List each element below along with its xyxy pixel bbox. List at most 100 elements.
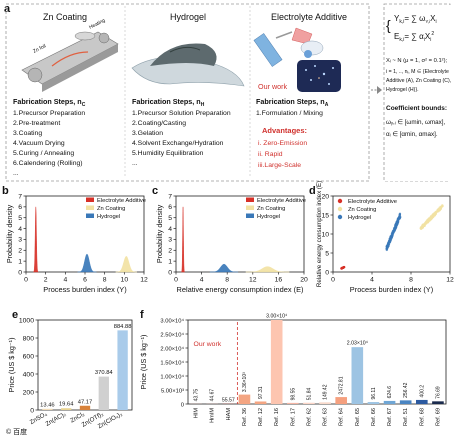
- y-tick-label: 6: [168, 204, 172, 211]
- scatter-point: [424, 221, 427, 225]
- scatter-point: [393, 227, 397, 230]
- y-axis-label: Price (US $ kg⁻¹): [7, 338, 16, 393]
- y-tick-label: 4: [18, 226, 22, 233]
- y-tick-label: 3: [18, 237, 22, 244]
- bar: [319, 402, 331, 404]
- bar-value-label: 19.64: [59, 402, 74, 408]
- hydrogel-steps-list: 1.Precursor Solution Preparation 2.Coati…: [132, 110, 231, 167]
- hydrogel-step: ...: [132, 160, 138, 167]
- category-label: Ref. 67: [387, 408, 393, 426]
- advantage-item: ii. Rapid: [258, 151, 283, 158]
- panel-label: c: [152, 185, 158, 197]
- hydrogel-title: Hydrogel: [170, 12, 206, 22]
- additive-steps-title: Fabrication Steps, nA: [256, 97, 329, 108]
- y-tick-label: 2: [168, 248, 172, 255]
- zn-step: 6.Calendering (Rolling): [13, 160, 83, 167]
- scatter-point: [398, 214, 401, 217]
- legend-label: Electrolyte Additive: [97, 198, 146, 204]
- category-label: Zn(AC)₂: [44, 410, 67, 428]
- scatter-point: [433, 213, 436, 216]
- bar: [61, 408, 72, 410]
- advantages-title: Advantages:: [262, 126, 307, 135]
- density-area: [209, 263, 239, 273]
- bar-value-label: 624.6: [387, 386, 393, 399]
- scatter-point: [342, 266, 345, 269]
- scatter-point: [439, 206, 442, 209]
- density-area: [245, 266, 290, 273]
- chart-d: 0 4 8 12 0 5 10 15 20 Process burden index (Y) Rel…: [309, 181, 454, 294]
- bar: [335, 397, 347, 404]
- y-tick-label: 0: [181, 402, 184, 408]
- legend-label: Zn Coating: [348, 207, 376, 213]
- panel-label: d: [309, 185, 316, 197]
- bar-value-label: 2472.81: [339, 376, 345, 394]
- y-axis-label: Price (US $ kg⁻¹): [139, 335, 148, 390]
- x-tick-label: 12: [446, 277, 454, 284]
- formula-range-3: Hydrogel (H)}.: [386, 87, 419, 93]
- additive-step: 1.Formulation / Mixing: [256, 110, 323, 117]
- bar: [351, 347, 364, 404]
- y-tick-label: 6: [18, 204, 22, 211]
- zn-step: 2.Pre-treatment: [13, 120, 60, 127]
- category-label: Ref. 66: [371, 408, 377, 426]
- y-tick-label: 5: [18, 215, 22, 222]
- x-tick-label: 4: [370, 277, 374, 284]
- zn-step: 5.Curing / Annealing: [13, 150, 74, 157]
- bar: [254, 401, 267, 404]
- zn-step: 3.Coating: [13, 130, 42, 137]
- y-axis-label: Probability density: [5, 204, 14, 263]
- y-tick-label: 7: [168, 193, 172, 200]
- y-tick-label: 0: [18, 269, 22, 276]
- y-tick-label: 2.00×10⁴: [160, 345, 184, 352]
- bar: [303, 402, 315, 404]
- formula-line-2: Ek,i= ∑ αiXi2: [394, 31, 434, 43]
- density-area: [115, 256, 138, 273]
- category-label: Ref. 65: [355, 408, 361, 426]
- y-tick-label: 1.00×10⁴: [160, 373, 184, 380]
- y-tick-label: 1000: [19, 317, 34, 324]
- bar-value-label: 13.46: [40, 402, 55, 408]
- y-tick-label: 0: [168, 269, 172, 276]
- legend-label: Electrolyte Additive: [348, 199, 397, 205]
- panel-a-label: a: [4, 3, 11, 15]
- zn-step: ...: [13, 170, 19, 177]
- y-tick-label: 2.50×10⁴: [160, 331, 184, 338]
- x-tick-label: 4: [63, 277, 67, 284]
- bar: [432, 401, 444, 404]
- formula-line-1: Yk,i= ∑ ωY,iXi: [394, 14, 437, 25]
- chart-e: 0 200 400 600 800 1000 Price (US $ kg⁻¹) e 13.46…: [7, 309, 133, 430]
- arrow-to-formula: [371, 86, 382, 94]
- legend-swatch: [246, 205, 254, 210]
- x-tick-label: 0: [174, 277, 178, 284]
- hydrogel-step: 2.Coating/Casting: [132, 120, 186, 127]
- legend-swatch: [86, 205, 94, 210]
- x-tick-label: 6: [83, 277, 87, 284]
- y-tick-label: 5.00×10³: [161, 388, 184, 394]
- zn-foil-label: Zn foil: [32, 43, 47, 55]
- scatter-point: [385, 247, 389, 250]
- bar: [42, 408, 53, 410]
- additive-title: Electrolyte Additive: [271, 12, 347, 22]
- formula-box: [383, 3, 453, 182]
- x-tick-label: 0: [24, 277, 28, 284]
- bar-value-label: 43.75: [194, 389, 200, 402]
- hydrogel-steps-title: Fabrication Steps, nH: [132, 97, 205, 108]
- panel-a-box: [5, 3, 370, 182]
- bar-value-label: 76.69: [435, 386, 441, 399]
- bar-value-label: 97.31: [258, 386, 264, 399]
- hydrogel-step: 5.Humidity Equilibration: [132, 150, 204, 157]
- hydrogel-step: 1.Precursor Solution Preparation: [132, 110, 231, 117]
- legend-marker: [337, 214, 343, 220]
- y-tick-label: 4: [168, 226, 172, 233]
- formula-distribution: Xᵢ ~ N (μ = 1, σ² = 0.1²);: [386, 58, 448, 64]
- legend-label: Zn Coating: [97, 206, 125, 212]
- category-label: Ref. 69: [435, 408, 441, 426]
- scatter-point: [386, 244, 390, 248]
- x-tick-label: 8: [225, 277, 229, 284]
- y-tick-label: 0: [30, 407, 34, 414]
- zn-coating-illustration: Zn foil Heating: [21, 18, 119, 92]
- density-area: [77, 253, 97, 273]
- x-tick-label: 12: [140, 277, 148, 284]
- bar: [117, 330, 128, 410]
- formula-range-2: Additive (A), Zn Coating (C),: [386, 78, 451, 84]
